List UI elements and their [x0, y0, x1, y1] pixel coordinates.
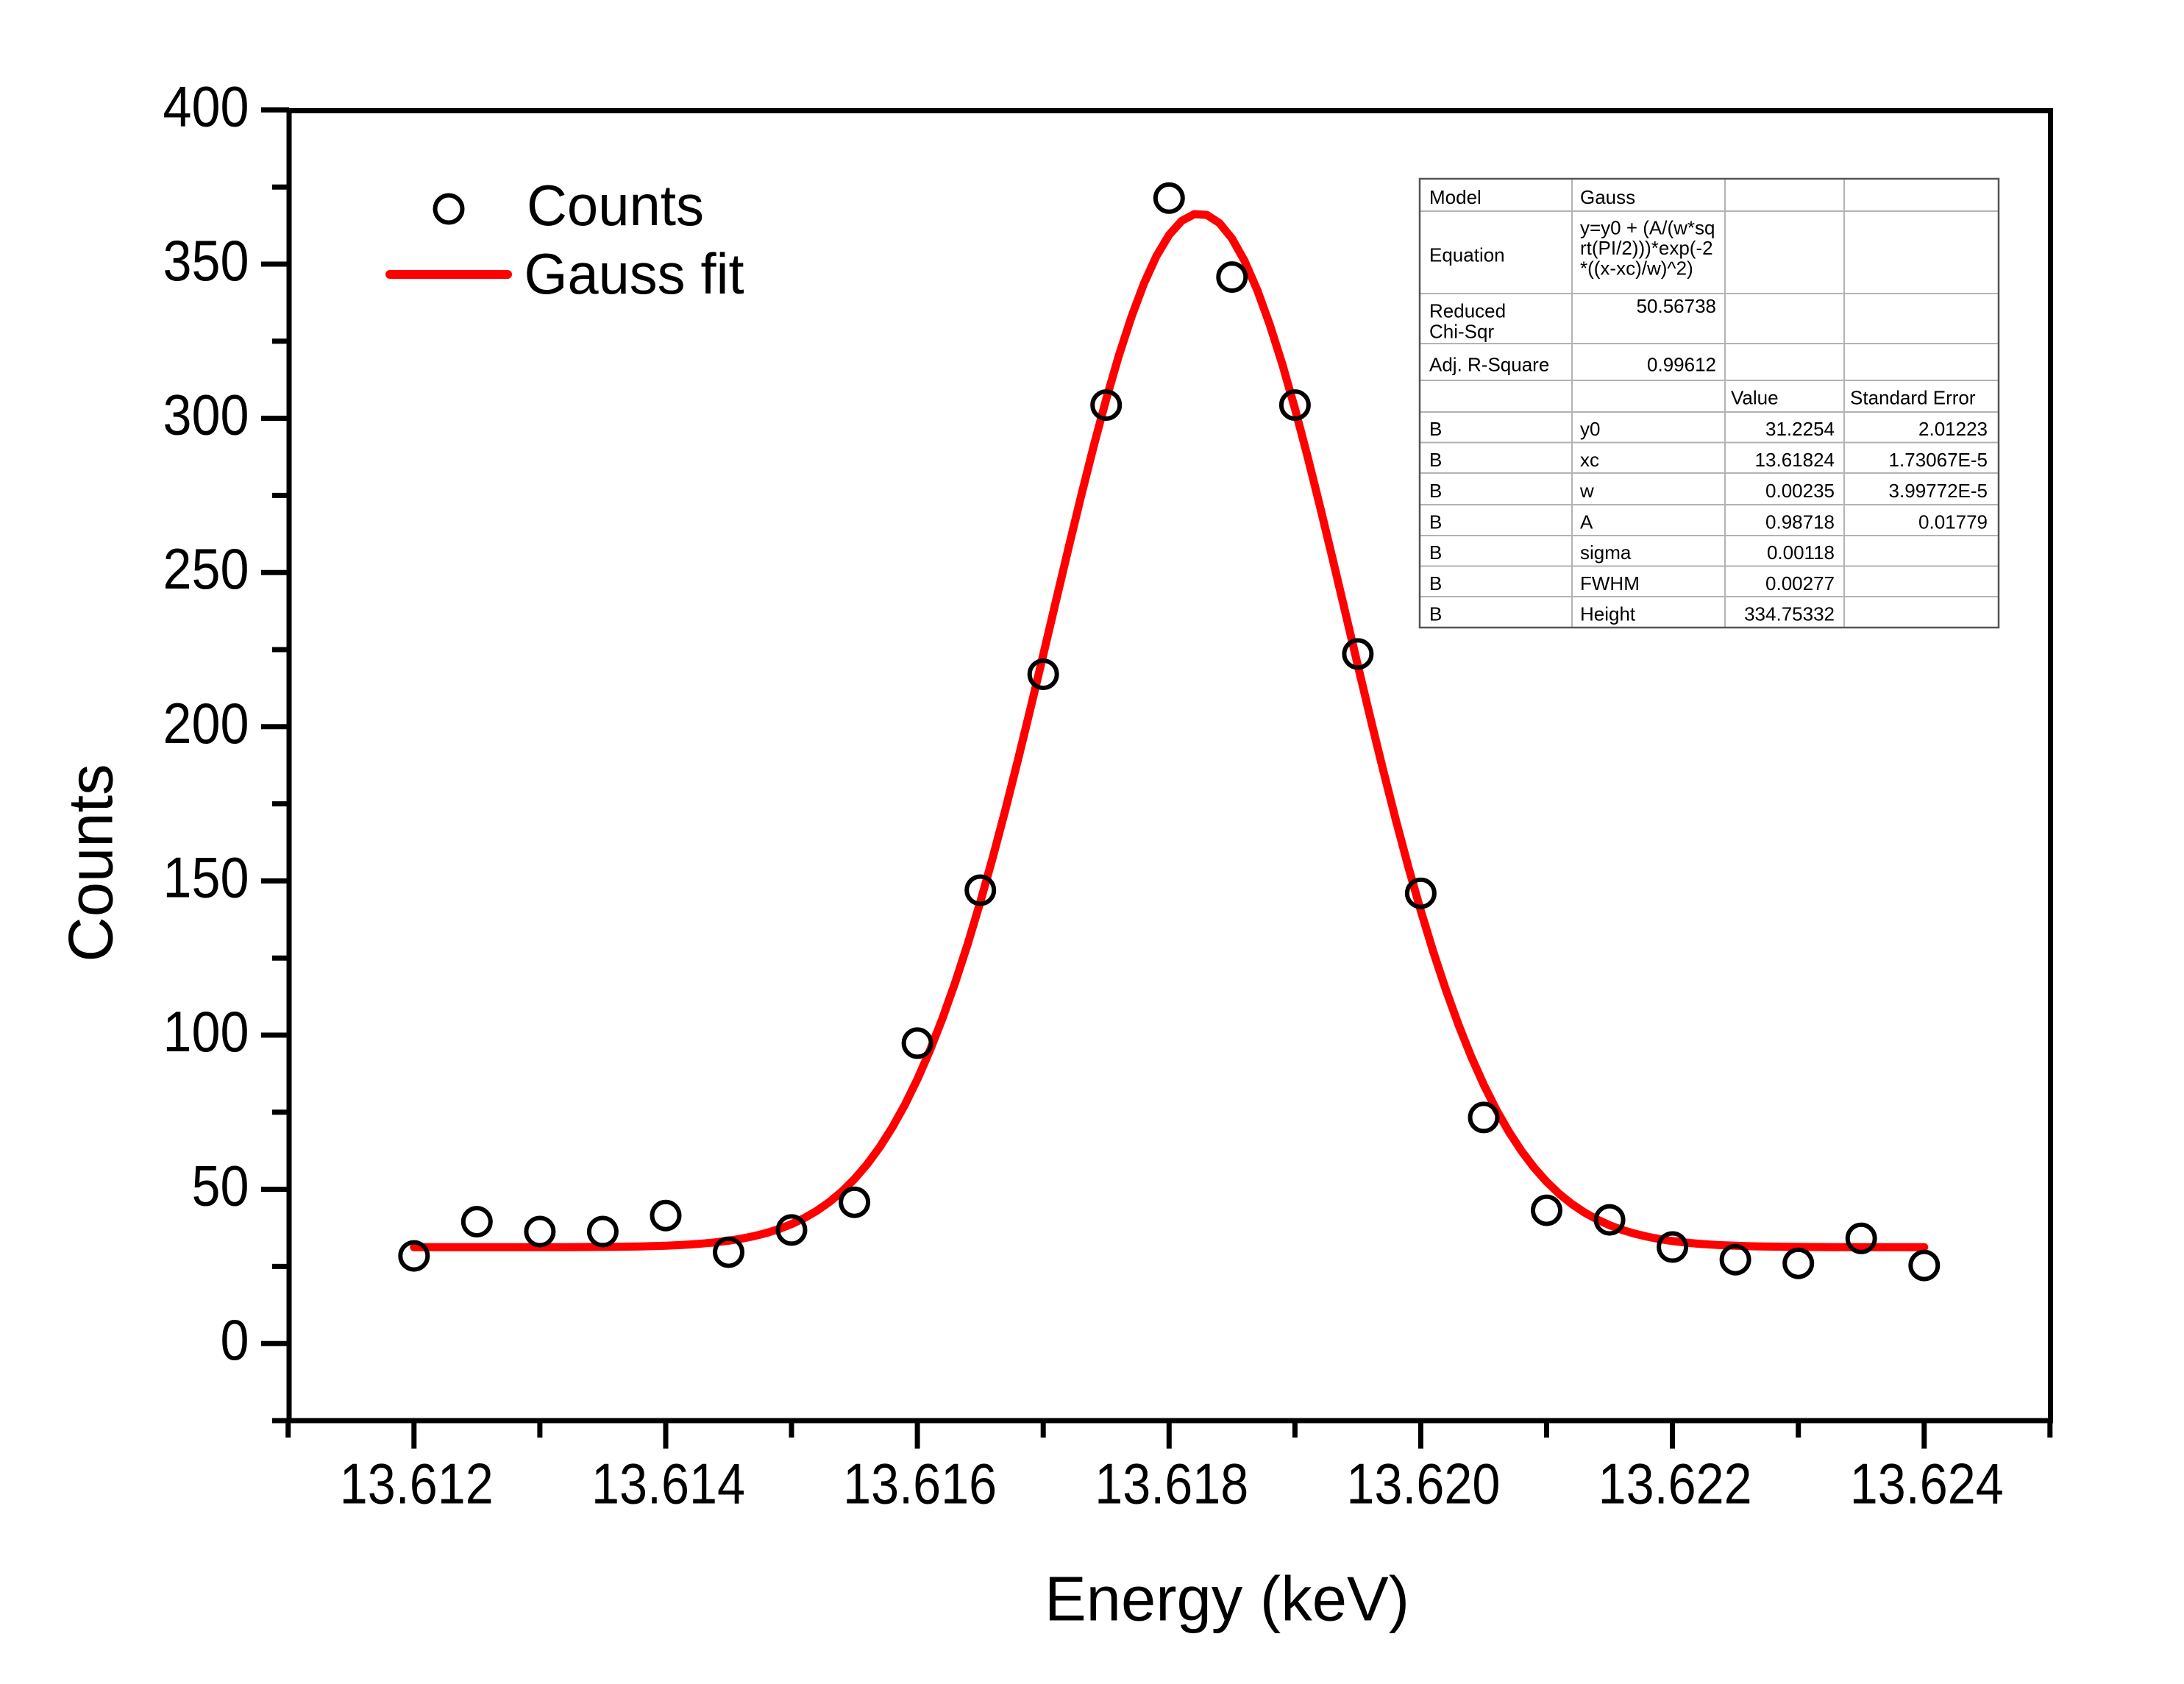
svg-text:w: w — [1579, 480, 1594, 502]
svg-text:A: A — [1580, 511, 1593, 533]
svg-text:Adj. R-Square: Adj. R-Square — [1429, 354, 1549, 376]
svg-text:0.01779: 0.01779 — [1918, 511, 1988, 533]
svg-text:250: 250 — [163, 536, 249, 601]
svg-text:Reduced: Reduced — [1429, 300, 1506, 322]
svg-text:13.622: 13.622 — [1598, 1452, 1752, 1516]
svg-text:50: 50 — [192, 1154, 249, 1218]
svg-text:Equation: Equation — [1429, 244, 1505, 266]
svg-text:FWHM: FWHM — [1580, 572, 1640, 594]
svg-text:350: 350 — [163, 228, 249, 293]
svg-text:0.99612: 0.99612 — [1647, 354, 1716, 376]
svg-text:13.618: 13.618 — [1095, 1452, 1248, 1516]
svg-text:0.00235: 0.00235 — [1765, 480, 1835, 502]
svg-text:0.00118: 0.00118 — [1767, 541, 1835, 564]
svg-text:50.56738: 50.56738 — [1637, 295, 1716, 317]
svg-text:*((x-xc)/w)^2): *((x-xc)/w)^2) — [1580, 257, 1693, 280]
svg-text:Counts: Counts — [57, 764, 127, 962]
svg-text:13.616: 13.616 — [843, 1452, 997, 1516]
svg-text:150: 150 — [163, 845, 249, 909]
svg-text:Counts: Counts — [527, 173, 704, 238]
svg-text:2.01223: 2.01223 — [1918, 418, 1988, 440]
svg-text:Chi-Sqr: Chi-Sqr — [1429, 321, 1494, 343]
svg-text:B: B — [1429, 511, 1442, 533]
svg-text:0: 0 — [221, 1307, 249, 1372]
svg-text:B: B — [1429, 418, 1442, 440]
svg-text:13.61824: 13.61824 — [1755, 449, 1835, 471]
svg-text:13.620: 13.620 — [1346, 1452, 1500, 1516]
svg-text:334.75332: 334.75332 — [1744, 603, 1835, 625]
svg-text:100: 100 — [163, 999, 249, 1064]
svg-text:B: B — [1429, 480, 1442, 502]
svg-text:400: 400 — [163, 74, 249, 138]
svg-text:B: B — [1429, 572, 1442, 594]
svg-text:xc: xc — [1580, 449, 1599, 471]
svg-text:300: 300 — [163, 383, 249, 447]
svg-text:Gauss fit: Gauss fit — [524, 241, 744, 306]
svg-text:y0: y0 — [1580, 418, 1600, 440]
svg-text:B: B — [1429, 603, 1442, 625]
svg-text:Height: Height — [1580, 603, 1636, 625]
svg-text:13.614: 13.614 — [591, 1452, 745, 1516]
svg-text:Gauss: Gauss — [1580, 186, 1635, 208]
svg-text:rt(PI/2)))*exp(-2: rt(PI/2)))*exp(-2 — [1580, 237, 1713, 259]
svg-text:13.612: 13.612 — [340, 1452, 494, 1516]
svg-text:31.2254: 31.2254 — [1765, 418, 1835, 440]
svg-text:B: B — [1429, 449, 1442, 471]
svg-text:Model: Model — [1429, 186, 1482, 208]
svg-text:200: 200 — [163, 691, 249, 756]
svg-text:Standard Error: Standard Error — [1850, 387, 1976, 409]
svg-text:B: B — [1429, 541, 1442, 564]
svg-text:13.624: 13.624 — [1850, 1452, 2004, 1516]
svg-text:sigma: sigma — [1580, 541, 1632, 564]
svg-text:Energy (keV): Energy (keV) — [1045, 1565, 1409, 1635]
svg-text:0.00277: 0.00277 — [1765, 572, 1835, 594]
svg-text:3.99772E-5: 3.99772E-5 — [1889, 480, 1988, 502]
svg-text:1.73067E-5: 1.73067E-5 — [1889, 449, 1988, 471]
svg-text:Value: Value — [1731, 387, 1779, 409]
svg-text:y=y0 + (A/(w*sq: y=y0 + (A/(w*sq — [1580, 217, 1715, 239]
svg-text:0.98718: 0.98718 — [1765, 511, 1835, 533]
